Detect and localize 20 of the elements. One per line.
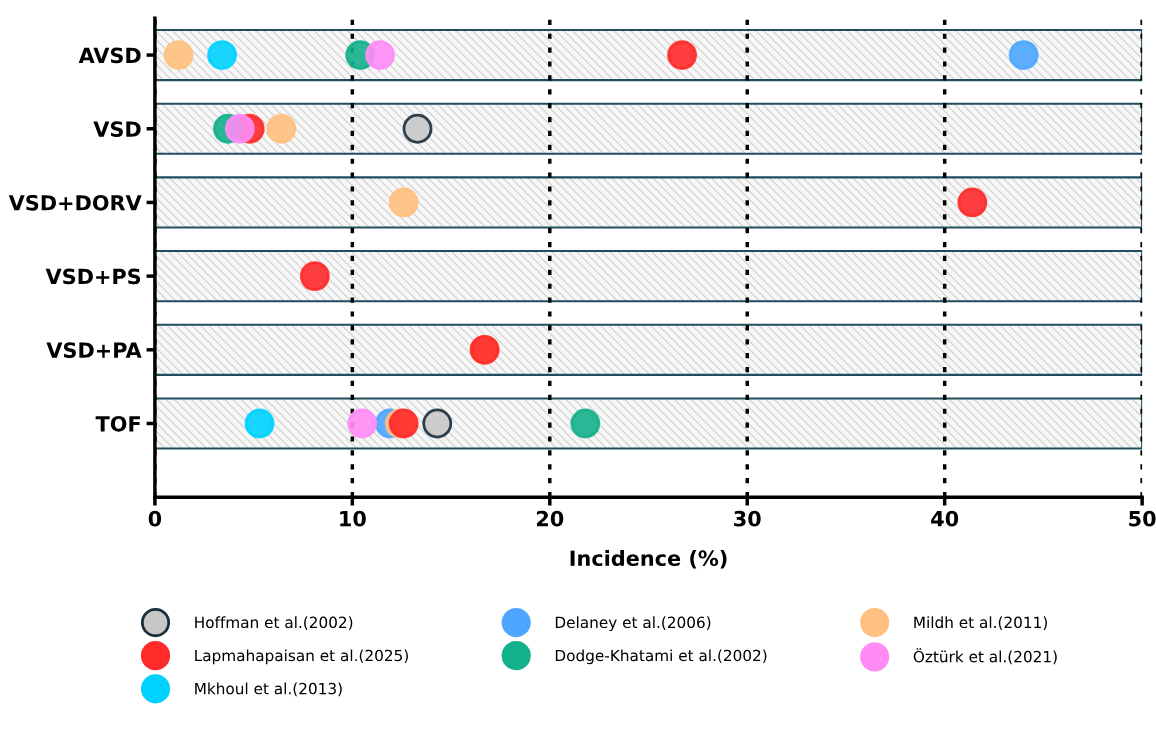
x-tick-label: 10 [340,510,366,527]
legend-label: Hoffman et al.(2002) [195,616,353,630]
x-tick-label: 20 [536,510,564,527]
x-tick-label: 30 [734,510,761,527]
legend-label: Dodge-Khatami et al.(2002) [555,649,767,665]
y-tick-label: VSD+PA [46,342,142,359]
x-tick-label: 50 [1129,510,1156,527]
legend-label: Lapmahapaisan et al.(2025) [195,649,408,665]
y-tick-label: AVSD [78,47,141,64]
x-tick-label: 40 [931,510,959,527]
y-tick-label: TOF [95,415,140,432]
y-tick-label: VSD+PS [45,268,141,285]
legend-label: Mkhoul et al.(2013) [195,682,342,697]
legend-label: Delaney et al.(2006) [555,616,711,632]
legend-label: Mildh et al.(2011) [914,616,1047,630]
x-tick-label: 0 [148,510,162,527]
y-tick-label: VSD+DORV [8,194,142,211]
x-axis-title: Incidence (%) [570,549,727,569]
legend-label: Öztürk et al.(2021) [913,648,1057,665]
y-tick-label: VSD [93,121,141,137]
